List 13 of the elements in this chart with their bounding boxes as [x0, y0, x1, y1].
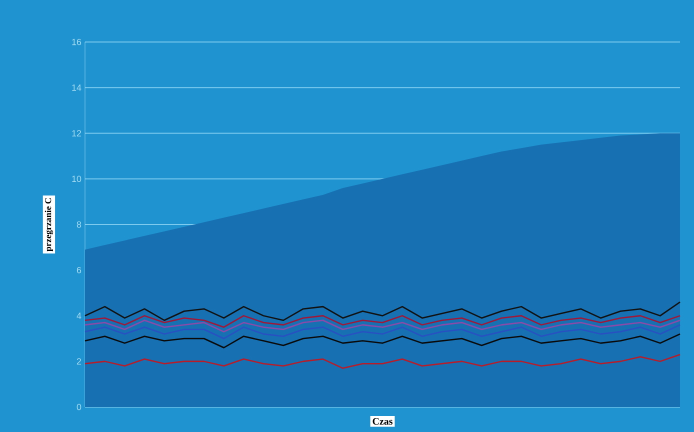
line-series — [84, 315, 681, 328]
y-tick-label: 8 — [76, 221, 82, 228]
line-series — [84, 324, 681, 340]
y-axis-title: przegrzanie C — [44, 198, 54, 252]
y-tick-label: 0 — [76, 404, 82, 410]
y-tick-label: 16 — [72, 38, 82, 46]
y-tick-label: 12 — [72, 130, 82, 136]
y-tick-label: 4 — [76, 312, 82, 319]
x-axis-title: Czas — [372, 418, 393, 425]
y-tick-label: 2 — [76, 358, 82, 365]
y-tick-label: 10 — [72, 176, 82, 182]
y-tick-label: 14 — [72, 84, 82, 91]
y-tick-label: 6 — [76, 266, 82, 274]
